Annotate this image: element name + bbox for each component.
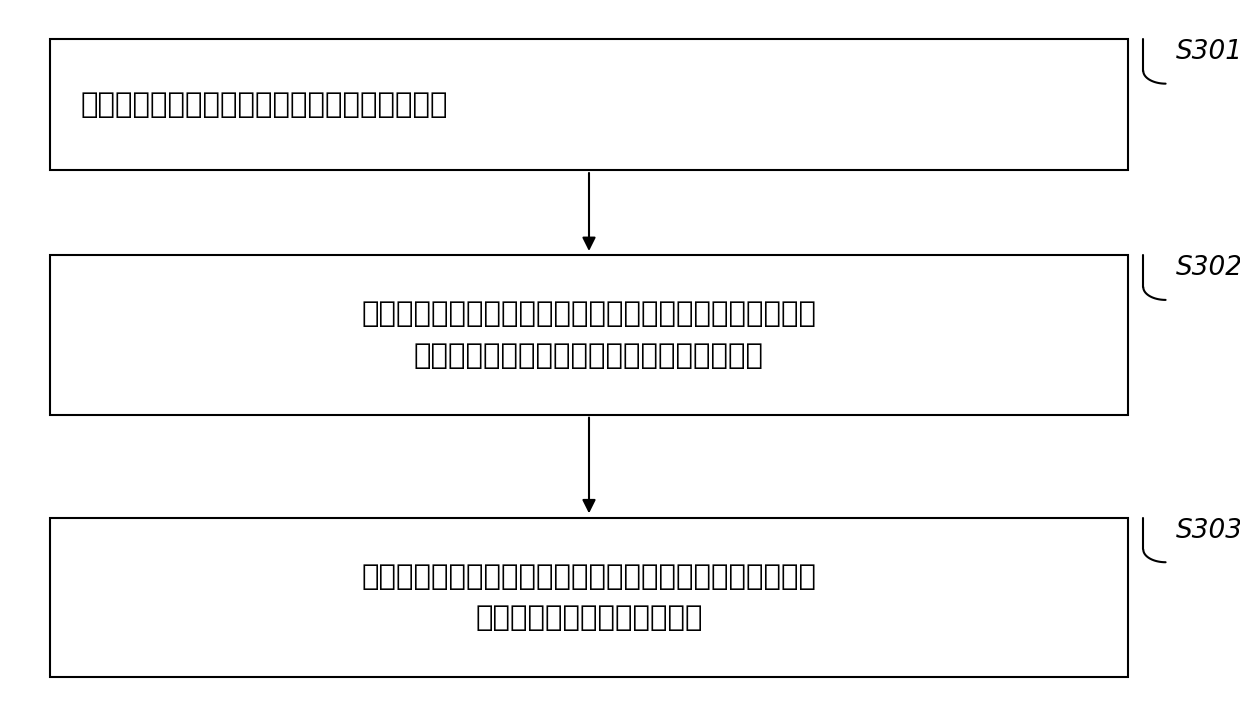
Bar — [50, 39, 1128, 170]
Text: S302: S302 — [1176, 255, 1240, 281]
Text: S303: S303 — [1176, 518, 1240, 544]
Text: 根据循环水入口温度及所述温差计算实际排气温度。实际排
气温度为实际循环水温与凝汽器出口温差之和: 根据循环水入口温度及所述温差计算实际排气温度。实际排 气温度为实际循环水温与凝汽… — [362, 301, 816, 369]
Bar — [50, 255, 1128, 415]
Bar — [50, 518, 1128, 677]
Text: 根据所述实际排气温度查找水蒸汽压力特性表，得到所述实
际排气温度对应的汽轮机背压: 根据所述实际排气温度查找水蒸汽压力特性表，得到所述实 际排气温度对应的汽轮机背压 — [362, 563, 816, 632]
Text: S301: S301 — [1176, 39, 1240, 65]
Text: 根据负荷工况下的设计数据计算凝汽器出口温差: 根据负荷工况下的设计数据计算凝汽器出口温差 — [81, 91, 448, 118]
